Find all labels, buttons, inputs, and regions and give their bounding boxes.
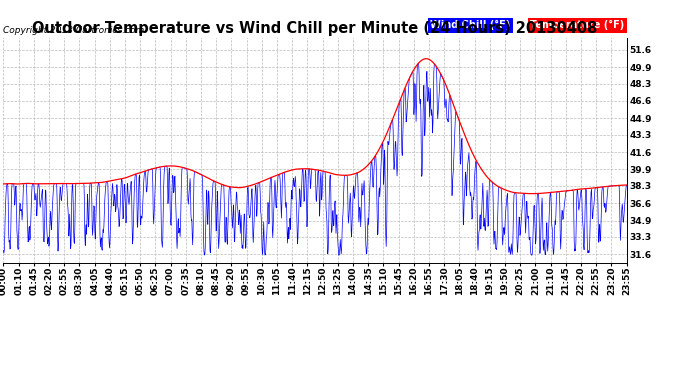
Text: Wind Chill (°F): Wind Chill (°F) xyxy=(431,20,511,30)
Text: Temperature (°F): Temperature (°F) xyxy=(530,20,624,30)
Title: Outdoor Temperature vs Wind Chill per Minute (24 Hours) 20130408: Outdoor Temperature vs Wind Chill per Mi… xyxy=(32,21,598,36)
Text: Copyright 2013 Cartronics.com: Copyright 2013 Cartronics.com xyxy=(3,26,145,35)
